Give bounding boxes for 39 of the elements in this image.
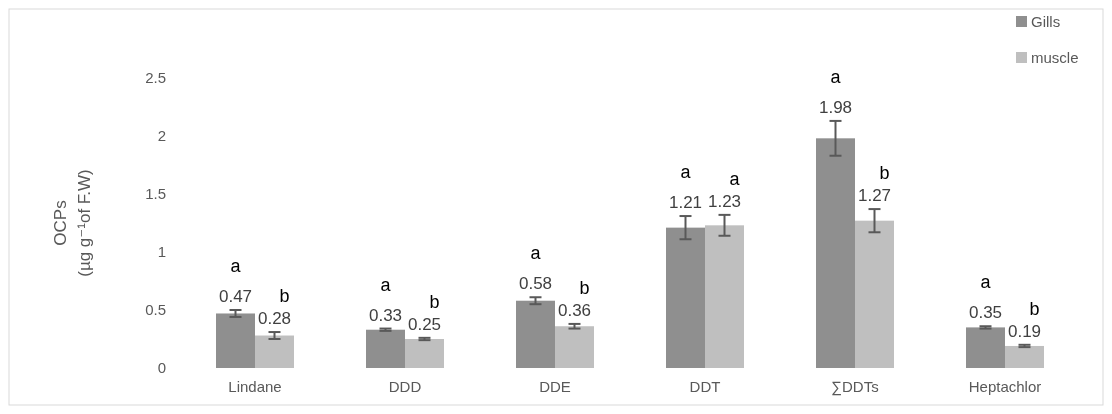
data-label: 1.98 — [818, 97, 853, 117]
legend-label: muscle — [1031, 49, 1079, 67]
x-tick-label: Lindane — [228, 378, 282, 395]
annotation: a — [530, 243, 542, 264]
y-tick-label: 2.5 — [145, 69, 166, 87]
y-tick-label: 0 — [157, 359, 166, 377]
data-label: 0.47 — [218, 287, 253, 306]
annotation: a — [830, 66, 842, 87]
data-label: 0.58 — [518, 274, 553, 294]
annotation: b — [429, 291, 440, 312]
data-label: 1.21 — [668, 193, 703, 213]
annotation: b — [279, 286, 290, 307]
y-axis-title: OCPs (µg g⁻¹of F.W) — [51, 169, 94, 277]
data-label: 0.25 — [407, 314, 442, 334]
x-tick-label: DDT — [689, 378, 721, 395]
x-tick-label: DDD — [388, 378, 422, 395]
data-label: 1.23 — [707, 191, 742, 211]
annotation: b — [579, 277, 590, 298]
annotation: b — [879, 163, 890, 184]
legend-label: Gills — [1031, 13, 1061, 31]
x-tick-label: DDE — [539, 378, 571, 395]
y-tick-label: 2 — [157, 127, 166, 145]
annotation: a — [729, 168, 741, 189]
annotation: a — [380, 274, 392, 295]
y-tick-label: 1.5 — [145, 185, 166, 203]
data-label: 0.28 — [257, 309, 292, 329]
data-label: 0.36 — [557, 300, 592, 320]
data-label: 0.19 — [1007, 321, 1042, 341]
x-tick-label: Heptachlor — [968, 378, 1042, 395]
data-label: 0.33 — [368, 305, 403, 325]
x-tick-label: ∑DDTs — [831, 378, 879, 396]
y-tick-label: 1 — [157, 243, 166, 261]
data-label: 0.35 — [968, 303, 1003, 323]
annotation: a — [680, 162, 692, 183]
data-label: 1.27 — [857, 186, 892, 206]
y-tick-label: 0.5 — [145, 301, 166, 319]
annotation: a — [980, 272, 992, 293]
annotation: a — [230, 256, 242, 276]
annotation: b — [1029, 298, 1040, 319]
